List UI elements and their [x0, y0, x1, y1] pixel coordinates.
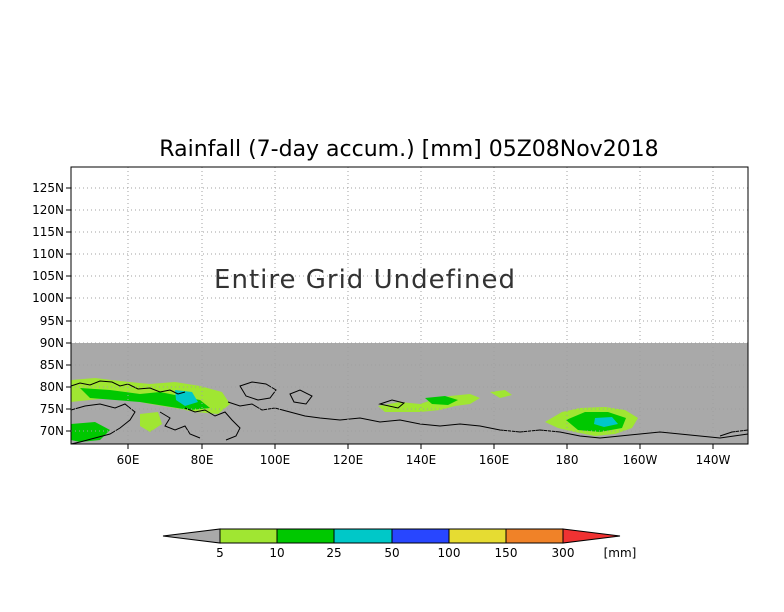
- plot-frame: [70, 166, 749, 445]
- colorbar-under-triangle: [162, 528, 221, 544]
- colorbar: 5 10 25 50 100 150 300 [mm]: [162, 528, 637, 560]
- lon-label: 80E: [191, 453, 214, 467]
- colorbar-swatch-100-150: [448, 528, 507, 544]
- lat-label: 75N: [40, 402, 64, 416]
- lat-label: 90N: [40, 336, 64, 350]
- rain-patches: [71, 378, 638, 442]
- lon-axis: 60E 80E 100E 120E 140E 160E 180 160W 140…: [117, 444, 731, 467]
- colorbar-level: 5: [216, 546, 224, 560]
- colorbar-level: 150: [495, 546, 518, 560]
- lat-label: 85N: [40, 358, 64, 372]
- undefined-grid-message: Entire Grid Undefined: [214, 265, 516, 295]
- lat-label: 70N: [40, 424, 64, 438]
- lat-label: 110N: [32, 247, 64, 261]
- colorbar-level: 100: [438, 546, 461, 560]
- lon-label: 140E: [406, 453, 437, 467]
- colorbar-swatch-25-50: [333, 528, 393, 544]
- lon-label: 120E: [333, 453, 364, 467]
- grid-lines: [71, 167, 748, 444]
- lon-label: 100E: [260, 453, 291, 467]
- lat-label: 125N: [32, 181, 64, 195]
- colorbar-level: 25: [326, 546, 341, 560]
- lon-label: 60E: [117, 453, 140, 467]
- colorbar-over-triangle: [562, 528, 621, 544]
- colorbar-level: 10: [269, 546, 284, 560]
- lat-label: 100N: [32, 291, 64, 305]
- colorbar-swatch-50-100: [391, 528, 450, 544]
- colorbar-swatch-5-10: [219, 528, 278, 544]
- coastlines: [70, 380, 749, 445]
- colorbar-level: 50: [384, 546, 399, 560]
- colorbar-swatch-150-300: [505, 528, 564, 544]
- colorbar-swatch-10-25: [276, 528, 335, 544]
- lat-label: 115N: [32, 225, 64, 239]
- lat-label: 105N: [32, 269, 64, 283]
- lon-label: 180: [556, 453, 579, 467]
- lat-label: 80N: [40, 380, 64, 394]
- colorbar-level: 300: [552, 546, 575, 560]
- lon-label: 160W: [623, 453, 658, 467]
- lon-label: 160E: [479, 453, 510, 467]
- lat-label: 95N: [40, 314, 64, 328]
- colorbar-unit: [mm]: [604, 546, 637, 560]
- lat-axis: 125N 120N 115N 110N 105N 100N 95N 90N 85…: [32, 181, 71, 438]
- map-title: Rainfall (7-day accum.) [mm] 05Z08Nov201…: [159, 137, 658, 162]
- lat-label: 120N: [32, 203, 64, 217]
- lon-label: 140W: [696, 453, 731, 467]
